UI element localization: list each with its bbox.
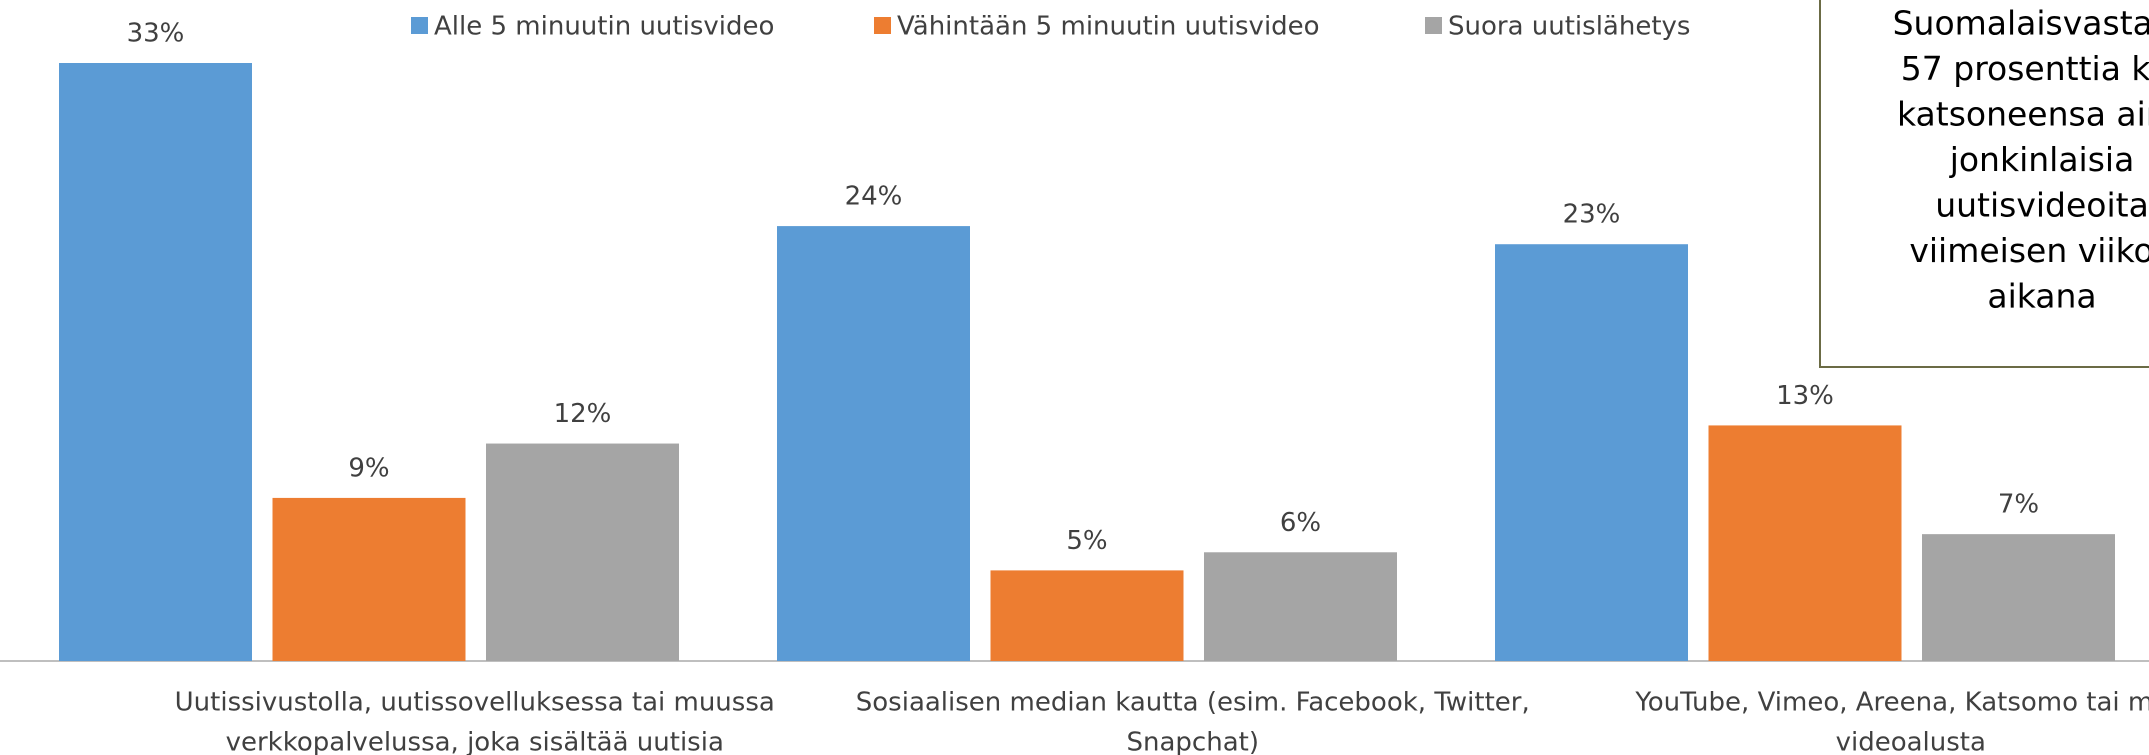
legend-label: Vähintään 5 minuutin uutisvideo xyxy=(897,12,1320,42)
data-label: 33% xyxy=(127,19,185,49)
bar xyxy=(990,570,1184,661)
bar xyxy=(1922,534,2115,661)
bar xyxy=(1708,425,1902,661)
x-tick-label: videoalusta xyxy=(1836,728,1986,755)
annotation-text: jonkinlaisia xyxy=(1949,140,2135,179)
bar xyxy=(486,443,679,661)
legend-label: Alle 5 minuutin uutisvideo xyxy=(434,12,774,42)
bar xyxy=(777,226,970,661)
legend-swatch xyxy=(411,17,428,34)
bar xyxy=(1204,552,1397,661)
annotation-text: uutisvideoita xyxy=(1935,186,2149,225)
legend-swatch xyxy=(874,17,891,34)
data-label: 5% xyxy=(1066,526,1107,556)
bar xyxy=(272,497,466,661)
annotation-text: katsoneensa aina xyxy=(1897,95,2149,134)
x-tick-label: Uutissivustolla, uutissovelluksessa tai … xyxy=(175,688,775,718)
annotation-text: Suomalaisvastaaji xyxy=(1893,4,2149,43)
data-label: 23% xyxy=(1563,200,1621,230)
bar xyxy=(59,63,252,661)
data-label: 13% xyxy=(1776,381,1834,411)
x-tick-label: Sosiaalisen median kautta (esim. Faceboo… xyxy=(856,688,1530,718)
x-tick-label: verkkopalvelussa, joka sisältää uutisia xyxy=(226,728,724,755)
x-tick-label: YouTube, Vimeo, Areena, Katsomo tai muu xyxy=(1634,688,2149,718)
annotation-box xyxy=(1819,0,2149,368)
data-label: 9% xyxy=(348,453,389,483)
data-label: 7% xyxy=(1998,490,2039,520)
annotation-text: 57 prosenttia ker xyxy=(1901,49,2149,88)
data-label: 24% xyxy=(845,182,903,212)
bar xyxy=(1495,244,1688,661)
legend-swatch xyxy=(1425,17,1442,34)
annotation-text: viimeisen viikon xyxy=(1909,231,2149,270)
data-label: 12% xyxy=(554,399,612,429)
legend-label: Suora uutislähetys xyxy=(1448,12,1690,42)
data-label: 6% xyxy=(1280,508,1321,538)
x-tick-label: Snapchat) xyxy=(1127,728,1259,755)
annotation-text: aikana xyxy=(1987,277,2096,316)
